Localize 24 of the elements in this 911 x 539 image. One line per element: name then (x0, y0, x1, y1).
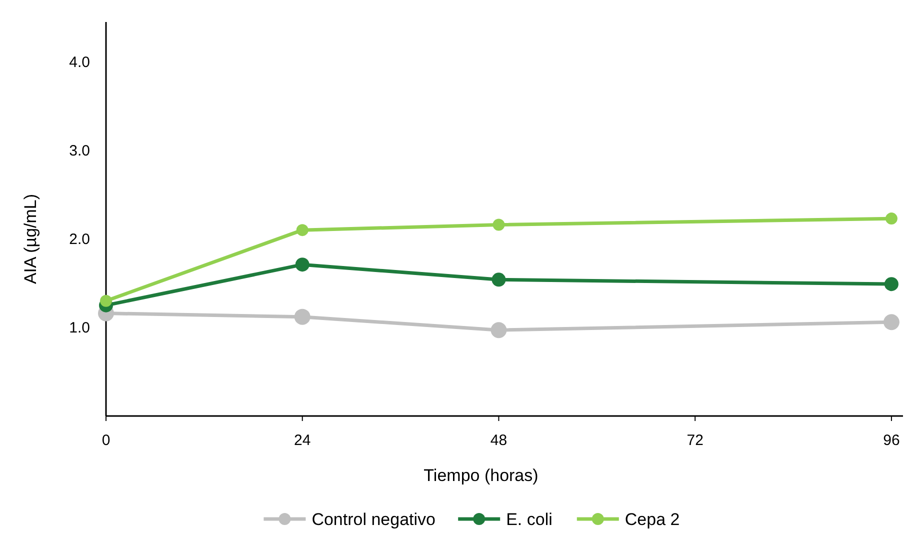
legend-label: Cepa 2 (624, 510, 680, 529)
y-axis-title: AIA (µg/mL) (21, 194, 40, 284)
x-tick-label: 24 (294, 432, 311, 449)
legend-label: Control negativo (312, 510, 436, 529)
point (884, 277, 898, 292)
y-tick-label: 2.0 (69, 230, 90, 248)
point (100, 294, 112, 307)
y-tick-label: 3.0 (69, 142, 90, 160)
y-tick-label: 4.0 (69, 54, 90, 71)
point (295, 258, 310, 272)
x-axis-title: Tiempo (horas) (424, 466, 538, 485)
x-tick-label: 72 (686, 432, 704, 449)
x-tick-label: 96 (883, 432, 900, 449)
point (294, 308, 310, 325)
point (490, 322, 507, 338)
x-tick-label: 48 (490, 432, 508, 449)
point (885, 212, 898, 225)
y-tick-label: 1.0 (69, 319, 90, 336)
point (492, 272, 506, 287)
point (492, 218, 505, 231)
x-tick-label: 0 (102, 432, 110, 449)
point (883, 314, 900, 330)
point (296, 224, 308, 236)
legend-label: E. coli (506, 510, 552, 529)
